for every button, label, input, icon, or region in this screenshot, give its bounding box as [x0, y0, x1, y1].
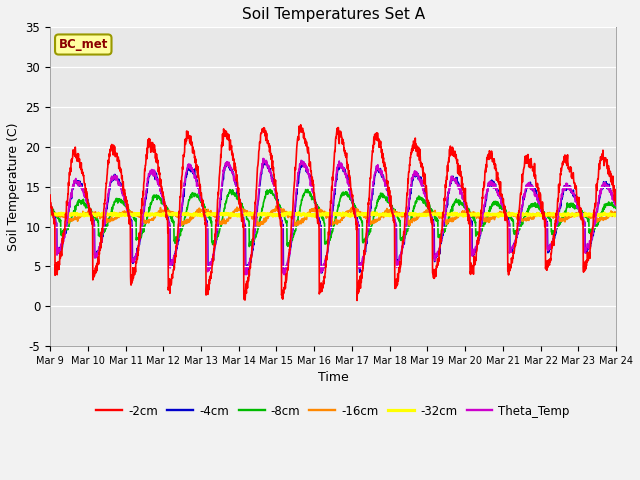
-4cm: [46, 200, 54, 206]
Line: -32cm: -32cm: [50, 212, 616, 217]
-2cm: [353, 298, 361, 303]
-8cm: [204, 211, 212, 217]
-16cm: [362, 212, 370, 217]
-4cm: [261, 157, 269, 163]
-32cm: [204, 211, 212, 217]
Theta_Temp: [204, 266, 212, 272]
-4cm: [204, 266, 212, 272]
-4cm: [243, 270, 250, 276]
X-axis label: Time: Time: [317, 372, 348, 384]
-2cm: [563, 153, 570, 159]
-4cm: [362, 242, 370, 248]
-4cm: [579, 214, 586, 219]
-8cm: [304, 187, 312, 192]
Y-axis label: Soil Temperature (C): Soil Temperature (C): [7, 122, 20, 251]
-2cm: [362, 230, 370, 236]
-2cm: [204, 291, 212, 297]
-16cm: [612, 212, 620, 218]
-2cm: [612, 201, 620, 207]
-4cm: [612, 200, 620, 206]
-16cm: [563, 215, 570, 221]
-16cm: [579, 212, 586, 218]
-2cm: [350, 206, 358, 212]
Theta_Temp: [350, 205, 358, 211]
-16cm: [46, 210, 54, 216]
Theta_Temp: [46, 203, 54, 209]
-16cm: [291, 223, 298, 229]
-8cm: [362, 236, 370, 241]
-32cm: [295, 209, 303, 215]
Theta_Temp: [612, 202, 620, 207]
-32cm: [46, 212, 54, 218]
-2cm: [297, 122, 305, 128]
-8cm: [498, 204, 506, 210]
-16cm: [204, 206, 212, 212]
Theta_Temp: [498, 200, 506, 206]
-8cm: [350, 203, 358, 209]
Legend: -2cm, -4cm, -8cm, -16cm, -32cm, Theta_Temp: -2cm, -4cm, -8cm, -16cm, -32cm, Theta_Te…: [92, 400, 575, 422]
-4cm: [498, 198, 506, 204]
-32cm: [362, 212, 370, 217]
-32cm: [612, 212, 620, 218]
-32cm: [579, 212, 586, 217]
-8cm: [612, 205, 620, 211]
-8cm: [579, 210, 586, 216]
Theta_Temp: [259, 156, 267, 161]
-16cm: [272, 203, 280, 209]
Line: -4cm: -4cm: [50, 160, 616, 273]
-2cm: [46, 192, 54, 198]
-8cm: [246, 244, 253, 250]
-16cm: [498, 210, 506, 216]
Line: -2cm: -2cm: [50, 125, 616, 300]
-32cm: [563, 212, 570, 217]
-8cm: [563, 205, 570, 211]
Line: Theta_Temp: Theta_Temp: [50, 158, 616, 275]
-32cm: [498, 212, 506, 218]
Text: BC_met: BC_met: [59, 38, 108, 51]
Theta_Temp: [280, 272, 288, 277]
Theta_Temp: [563, 184, 570, 190]
-32cm: [495, 214, 502, 220]
-32cm: [350, 212, 358, 217]
-2cm: [498, 192, 506, 197]
Line: -8cm: -8cm: [50, 190, 616, 247]
Theta_Temp: [362, 240, 370, 245]
-16cm: [350, 204, 358, 210]
Title: Soil Temperatures Set A: Soil Temperatures Set A: [241, 7, 424, 22]
Line: -16cm: -16cm: [50, 206, 616, 226]
-8cm: [46, 206, 54, 212]
Theta_Temp: [579, 210, 586, 216]
-4cm: [563, 187, 570, 192]
-4cm: [350, 206, 358, 212]
-2cm: [579, 216, 586, 221]
